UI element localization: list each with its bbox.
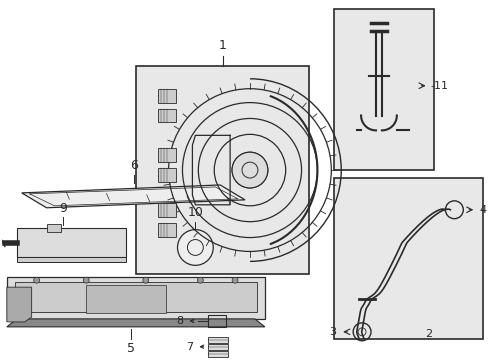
Bar <box>17 228 126 257</box>
Bar <box>15 282 256 312</box>
Text: 1: 1 <box>218 39 226 52</box>
Circle shape <box>177 230 213 265</box>
Bar <box>157 203 175 217</box>
Text: 9: 9 <box>60 202 67 215</box>
Bar <box>157 223 175 237</box>
Text: 8: 8 <box>176 316 183 326</box>
Circle shape <box>83 277 89 283</box>
Bar <box>157 148 175 162</box>
Bar <box>157 89 175 103</box>
Circle shape <box>232 152 267 188</box>
Bar <box>136 66 309 274</box>
Bar <box>334 178 482 339</box>
Text: 2: 2 <box>424 329 431 339</box>
Bar <box>208 344 228 350</box>
Text: 10: 10 <box>187 206 203 219</box>
Polygon shape <box>7 287 32 322</box>
Text: 7: 7 <box>186 342 193 352</box>
Polygon shape <box>21 185 244 208</box>
Text: -11: -11 <box>429 81 447 91</box>
Circle shape <box>232 277 238 283</box>
Text: 5: 5 <box>126 342 135 355</box>
Bar <box>157 109 175 122</box>
Bar <box>334 9 433 170</box>
Polygon shape <box>7 319 264 327</box>
Bar <box>17 257 126 262</box>
Bar <box>86 285 165 313</box>
Bar <box>46 224 61 231</box>
Bar <box>208 337 228 343</box>
Bar <box>7 277 264 319</box>
Text: 6: 6 <box>130 159 138 172</box>
Text: 3: 3 <box>328 327 336 337</box>
Bar <box>208 315 225 327</box>
Text: 4: 4 <box>478 205 485 215</box>
Circle shape <box>142 277 148 283</box>
Bar <box>157 168 175 182</box>
Circle shape <box>34 277 40 283</box>
Circle shape <box>197 277 203 283</box>
Bar <box>208 351 228 357</box>
